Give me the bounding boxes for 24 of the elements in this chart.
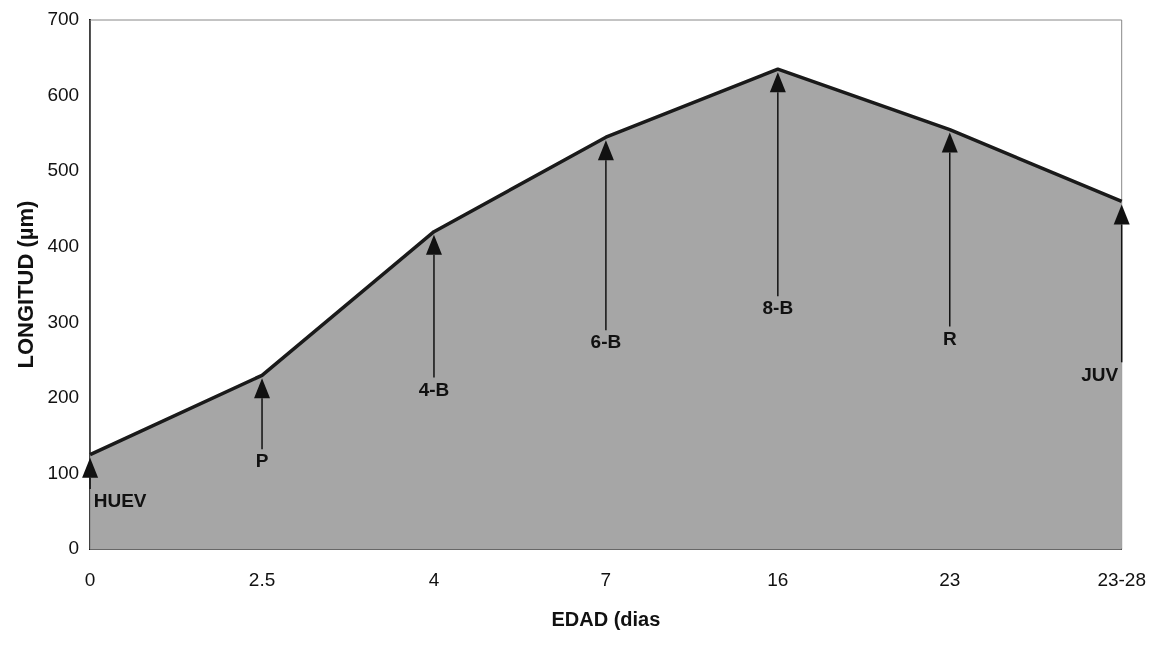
y-axis-title: LONGITUD (µm)	[13, 200, 39, 369]
x-tick-label: 2.5	[248, 568, 276, 590]
y-tick-label: 300	[47, 310, 80, 332]
annotation: 6-B	[590, 331, 622, 353]
annotation: HUEV	[93, 490, 147, 512]
y-tick-label: 100	[47, 461, 80, 483]
x-tick-label: 7	[600, 568, 612, 590]
y-tick-label: 600	[47, 83, 80, 105]
y-tick-label: 200	[47, 386, 80, 408]
x-tick-label: 4	[428, 568, 440, 590]
y-tick-label: 500	[47, 159, 80, 181]
annotation: R	[942, 327, 957, 349]
y-tick-label: 0	[68, 537, 80, 559]
x-axis-title: EDAD (dias	[551, 607, 661, 630]
x-tick-label: 16	[767, 568, 789, 590]
annotation: JUV	[1081, 363, 1119, 385]
annotation: 8-B	[762, 297, 794, 319]
x-tick-label: 23	[939, 568, 961, 590]
annotation: P	[255, 450, 269, 472]
y-tick-label: 700	[47, 8, 80, 30]
y-tick-label: 400	[47, 235, 80, 257]
x-tick-label: 0	[84, 568, 96, 590]
annotation: 4-B	[418, 378, 450, 400]
x-tick-label: 23-28	[1097, 568, 1147, 590]
